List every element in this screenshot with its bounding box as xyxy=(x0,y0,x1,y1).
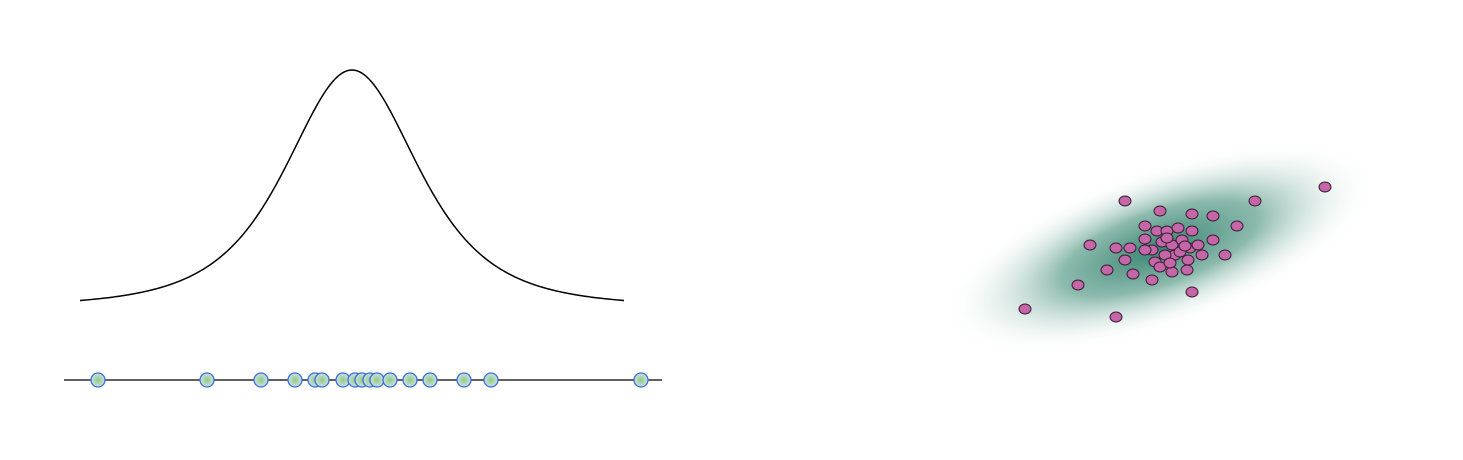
sample-point xyxy=(287,372,303,388)
scatter-point xyxy=(1206,234,1220,246)
scatter-point xyxy=(1109,311,1123,323)
scatter-point xyxy=(1083,239,1097,251)
scatter-point xyxy=(1138,233,1152,245)
sample-point xyxy=(90,372,106,388)
scatter-point xyxy=(1153,205,1167,217)
sample-points xyxy=(90,372,649,388)
scatter-point xyxy=(1138,244,1152,256)
sample-point xyxy=(633,372,649,388)
scatter-point xyxy=(1218,249,1232,261)
scatter-point xyxy=(1138,220,1152,232)
density-curve xyxy=(79,69,625,302)
sample-point xyxy=(199,372,215,388)
scatter-point xyxy=(1118,254,1132,266)
sample-point xyxy=(369,372,385,388)
sample-point xyxy=(402,372,418,388)
scatter-point xyxy=(1126,268,1140,280)
scatter-point xyxy=(1163,257,1177,269)
scatter-point xyxy=(1318,181,1332,193)
scatter-point xyxy=(1018,303,1032,315)
scatter-point xyxy=(1118,195,1132,207)
sample-point xyxy=(483,372,499,388)
scatter-point xyxy=(1100,264,1114,276)
scatter-point xyxy=(1178,240,1192,252)
sample-point xyxy=(422,372,438,388)
scatter-point xyxy=(1165,266,1179,278)
scatter-point xyxy=(1145,274,1159,286)
scatter-point xyxy=(1248,195,1262,207)
scatter-point xyxy=(1181,254,1195,266)
scatter-point xyxy=(1185,225,1199,237)
scatter-point xyxy=(1191,239,1205,251)
sample-point xyxy=(382,372,398,388)
scatter-point xyxy=(1171,222,1185,234)
scatter-point xyxy=(1230,220,1244,232)
scatter-point xyxy=(1185,208,1199,220)
scatter-point xyxy=(1071,279,1085,291)
scatter-point xyxy=(1123,242,1137,254)
scatter-point xyxy=(1109,242,1123,254)
sample-point xyxy=(314,372,330,388)
sample-point xyxy=(456,372,472,388)
scatter-point xyxy=(1180,264,1194,276)
sample-point xyxy=(253,372,269,388)
scatter-point xyxy=(1195,249,1209,261)
scatter-point xyxy=(1185,286,1199,298)
scatter-point xyxy=(1160,232,1174,244)
scatter-point xyxy=(1206,210,1220,222)
density-cloud xyxy=(942,142,1378,354)
scatter-points xyxy=(1018,181,1332,323)
